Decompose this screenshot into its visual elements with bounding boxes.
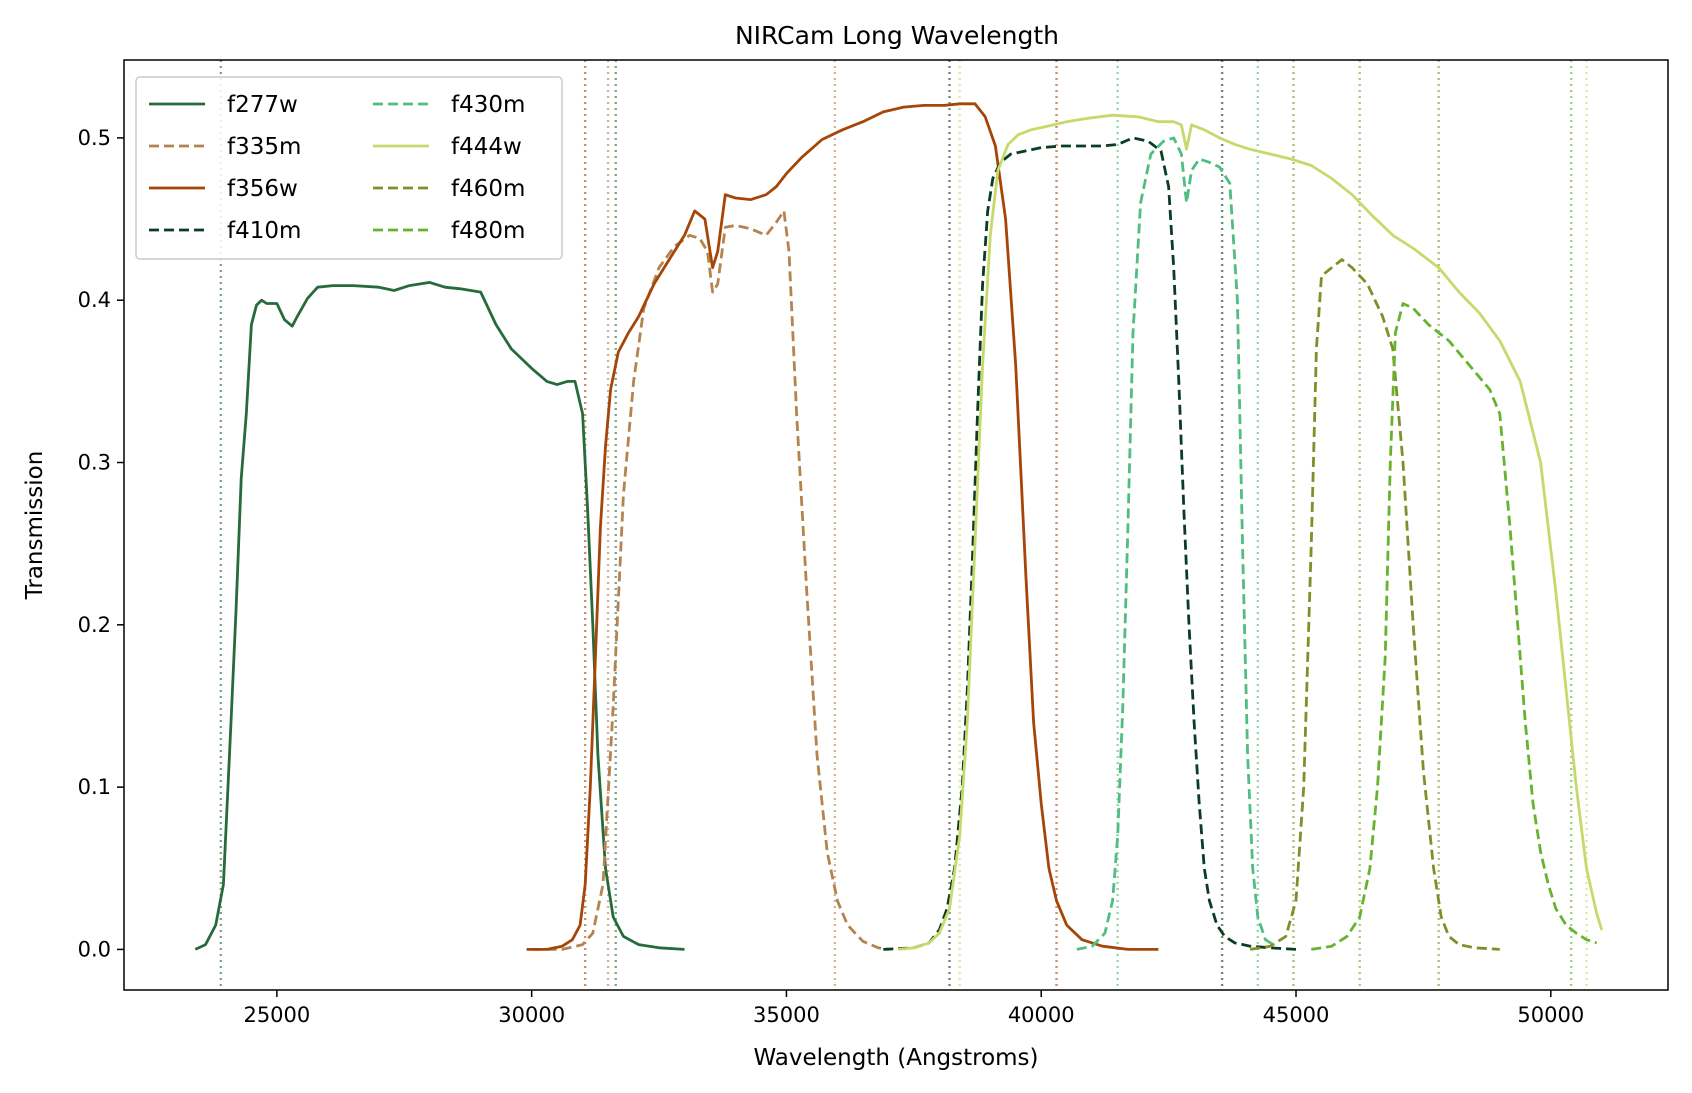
legend-label-f480m: f480m	[451, 218, 525, 244]
legend-label-f444w: f444w	[451, 134, 522, 160]
y-axis-label: Transmission	[22, 451, 48, 601]
y-tick-label: 0.3	[78, 451, 111, 475]
legend-label-f460m: f460m	[451, 176, 525, 202]
y-tick-label: 0.4	[78, 288, 111, 312]
x-tick-label: 45000	[1263, 1003, 1330, 1027]
legend-label-f356w: f356w	[227, 176, 298, 202]
series-line-f480m	[1311, 302, 1598, 951]
axes-frame	[123, 59, 1669, 991]
y-tick-label: 0.5	[78, 126, 111, 150]
x-axis-ticks: 25000 30000 35000 40000 45000 50000	[243, 990, 1584, 1027]
legend-label-f277w: f277w	[227, 92, 298, 118]
y-tick-label: 0.2	[78, 613, 111, 637]
y-axis-ticks: 0.0 0.1 0.2 0.3 0.4 0.5	[78, 126, 124, 961]
plot-lines	[194, 102, 1604, 951]
y-tick-label: 0.1	[78, 775, 111, 799]
legend-label-f430m: f430m	[451, 92, 525, 118]
legend-box	[135, 76, 563, 260]
series-line-f430m	[1076, 136, 1277, 951]
series-line-f460m	[1249, 258, 1500, 951]
y-tick-label: 0.0	[78, 937, 111, 961]
x-tick-label: 50000	[1517, 1003, 1584, 1027]
legend-label-f335m: f335m	[227, 134, 301, 160]
x-tick-label: 25000	[243, 1003, 310, 1027]
x-tick-label: 35000	[753, 1003, 820, 1027]
x-tick-label: 40000	[1008, 1003, 1075, 1027]
legend-label-f410m: f410m	[227, 218, 301, 244]
x-tick-label: 30000	[498, 1003, 565, 1027]
series-line-f444w	[898, 113, 1604, 951]
x-axis-label: Wavelength (Angstroms)	[753, 1045, 1038, 1071]
legend: f277w f335m f356w f410m f430m f444w f460m f480m	[135, 76, 563, 260]
series-line-f335m	[531, 209, 889, 951]
series-line-f277w	[194, 280, 685, 951]
series-line-f356w	[526, 102, 1159, 951]
chart-title: NIRCam Long Wavelength	[735, 21, 1059, 50]
